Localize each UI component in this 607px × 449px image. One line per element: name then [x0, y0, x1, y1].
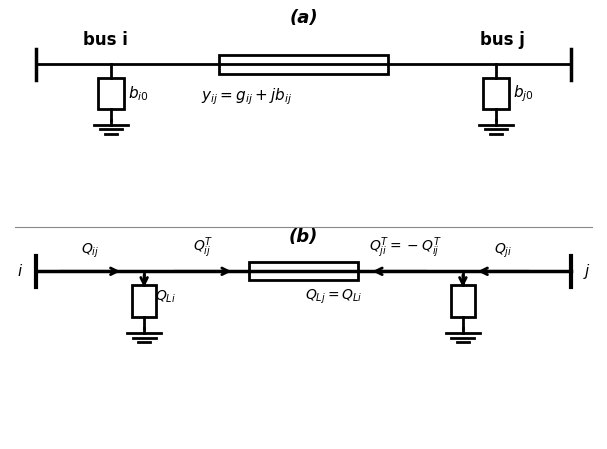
Bar [132, 285, 156, 317]
Bar [451, 285, 475, 317]
Text: $Q_{ij}$: $Q_{ij}$ [81, 242, 99, 260]
Text: (a): (a) [289, 9, 318, 26]
Text: $y_{ij}= g_{ij} +jb_{ij}$: $y_{ij}= g_{ij} +jb_{ij}$ [202, 86, 293, 107]
Text: $Q_{Lj}=Q_{Li}$: $Q_{Lj}=Q_{Li}$ [305, 288, 362, 306]
Text: bus j: bus j [480, 31, 524, 49]
Text: $Q_{ji}$: $Q_{ji}$ [494, 242, 513, 260]
Bar [98, 78, 124, 109]
Text: bus i: bus i [83, 31, 127, 49]
Text: (b): (b) [289, 228, 318, 246]
Text: $Q_{Li}$: $Q_{Li}$ [155, 289, 176, 305]
Text: $i$: $i$ [16, 263, 22, 279]
Text: $Q_{ji}^{T}=-Q_{ij}^{T}$: $Q_{ji}^{T}=-Q_{ij}^{T}$ [370, 236, 442, 260]
Text: $b_{j0}$: $b_{j0}$ [513, 83, 534, 104]
Bar [219, 54, 388, 74]
Bar [249, 262, 358, 280]
Bar [483, 78, 509, 109]
Text: $b_{i0}$: $b_{i0}$ [128, 84, 149, 103]
Text: $j$: $j$ [583, 262, 591, 281]
Text: $Q_{ij}^{T}$: $Q_{ij}^{T}$ [192, 236, 213, 260]
